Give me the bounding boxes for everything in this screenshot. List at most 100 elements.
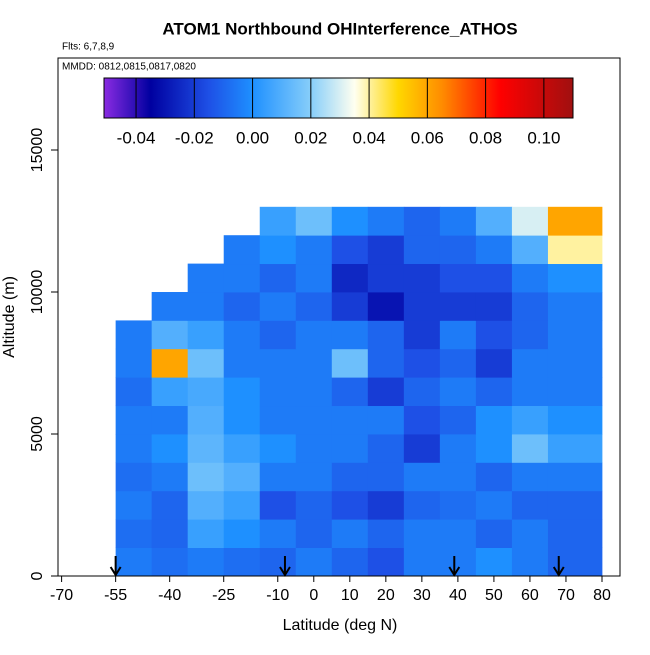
heatmap-cell xyxy=(295,434,333,463)
heatmap-cell xyxy=(331,377,369,407)
heatmap-cell xyxy=(295,292,333,321)
heatmap-cell xyxy=(367,462,405,492)
heatmap-cell xyxy=(115,377,153,407)
heatmap-cell xyxy=(151,377,189,407)
heatmap-cell xyxy=(151,405,189,435)
heatmap-cell xyxy=(511,519,549,549)
heatmap-cell xyxy=(439,235,477,265)
y-tick-label: 5000 xyxy=(29,416,46,452)
colorbar-tick-label: 0.08 xyxy=(469,128,502,147)
heatmap-cell xyxy=(439,434,477,463)
colorbar-tick-label: 0.02 xyxy=(294,128,327,147)
heatmap-cell xyxy=(511,320,549,350)
heatmap-cell xyxy=(259,320,297,350)
heatmap-cell xyxy=(439,462,477,492)
heatmap-cell xyxy=(151,462,189,492)
heatmap-cell xyxy=(295,206,333,236)
heatmap-cell xyxy=(403,547,441,577)
heatmap-cell xyxy=(403,348,441,378)
heatmap-cell xyxy=(475,292,513,321)
flight-marker xyxy=(448,556,461,577)
x-tick-label: -25 xyxy=(212,587,235,604)
heatmap-cell xyxy=(439,292,477,321)
heatmap-cell xyxy=(259,547,297,577)
heatmap-cell xyxy=(439,377,477,407)
heatmap-cell xyxy=(439,320,477,350)
heatmap-cell xyxy=(403,377,441,407)
heatmap-cell xyxy=(295,320,333,350)
heatmap-cell xyxy=(547,320,603,350)
heatmap-cell xyxy=(547,490,603,520)
x-tick-label: 80 xyxy=(593,587,611,604)
heatmap-cell xyxy=(475,348,513,378)
heatmap-cell xyxy=(439,263,477,293)
heatmap-cell xyxy=(259,263,297,293)
heatmap-cell xyxy=(439,405,477,435)
heatmap-cell xyxy=(331,263,369,293)
heatmap-cell xyxy=(511,263,549,293)
heatmap-cell xyxy=(439,490,477,520)
heatmap-cell xyxy=(511,405,549,435)
heatmap-cell xyxy=(223,405,261,435)
heatmap-cell xyxy=(223,320,261,350)
heatmap-cell xyxy=(115,320,153,350)
plot-frame xyxy=(57,57,621,577)
heatmap-cell xyxy=(475,519,513,549)
heatmap-cell xyxy=(223,292,261,321)
heatmap-cell xyxy=(259,462,297,492)
colorbar-tick-label: 0.00 xyxy=(236,128,269,147)
heatmap-cell xyxy=(187,519,225,549)
heatmap-cell xyxy=(403,462,441,492)
heatmap-cell xyxy=(151,434,189,463)
flight-marker xyxy=(109,556,122,577)
heatmap-cell xyxy=(331,462,369,492)
heatmap-cell xyxy=(259,235,297,265)
heatmap-cell xyxy=(475,405,513,435)
heatmap-cell xyxy=(439,547,477,577)
heatmap-cell xyxy=(259,405,297,435)
x-axis-label: Latitude (deg N) xyxy=(283,617,398,634)
heatmap-cell xyxy=(187,434,225,463)
heatmap-cell xyxy=(475,206,513,236)
heatmap-cell xyxy=(511,462,549,492)
heatmap-cell xyxy=(403,235,441,265)
heatmap-cell xyxy=(187,263,225,293)
colorbar-tick-label: 0.04 xyxy=(353,128,386,147)
heatmap-cell xyxy=(259,348,297,378)
heatmap-cell xyxy=(547,292,603,321)
heatmap-cell xyxy=(259,292,297,321)
heatmap-cell xyxy=(331,490,369,520)
heatmap-cell xyxy=(259,490,297,520)
flight-marker-head xyxy=(279,566,291,577)
heatmap-cell xyxy=(547,235,603,265)
heatmap-cell xyxy=(295,547,333,577)
heatmap-cell xyxy=(367,547,405,577)
colorbar-tick-label: -0.04 xyxy=(117,128,156,147)
heatmap-cell xyxy=(367,348,405,378)
heatmap-cell xyxy=(187,377,225,407)
heatmap-cell xyxy=(331,235,369,265)
heatmap-cell xyxy=(331,405,369,435)
heatmap-cell xyxy=(367,320,405,350)
heatmap-cell xyxy=(115,434,153,463)
heatmap-cell xyxy=(151,490,189,520)
heatmap-cell xyxy=(151,292,189,321)
heatmap-cell xyxy=(151,519,189,549)
heatmap-cell xyxy=(367,206,405,236)
chart-title: ATOM1 Northbound OHInterference_ATHOS xyxy=(162,19,517,38)
heatmap-cell xyxy=(187,320,225,350)
heatmap-cell xyxy=(403,263,441,293)
heatmap-cell xyxy=(223,348,261,378)
x-tick-label: -70 xyxy=(50,587,73,604)
heatmap-cell xyxy=(295,348,333,378)
heatmap-cell xyxy=(295,462,333,492)
heatmap-cell xyxy=(187,462,225,492)
heatmap-cell xyxy=(547,405,603,435)
heatmap-cell xyxy=(295,519,333,549)
heatmap-cell xyxy=(187,292,225,321)
heatmap-cell xyxy=(403,292,441,321)
x-tick-label: -55 xyxy=(104,587,127,604)
heatmap-cell xyxy=(223,462,261,492)
heatmap-cell xyxy=(475,462,513,492)
